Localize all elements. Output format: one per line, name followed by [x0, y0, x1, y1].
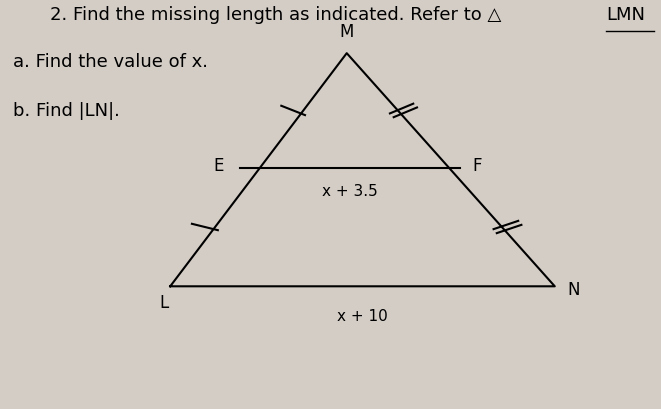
- Text: .: .: [654, 6, 661, 24]
- Text: x + 3.5: x + 3.5: [322, 184, 377, 199]
- Text: M: M: [340, 23, 354, 41]
- Text: N: N: [567, 281, 580, 299]
- Text: L: L: [159, 294, 169, 312]
- Text: 2. Find the missing length as indicated. Refer to △: 2. Find the missing length as indicated.…: [50, 6, 502, 24]
- Text: F: F: [473, 157, 483, 175]
- Text: x + 10: x + 10: [337, 309, 388, 324]
- Text: b. Find |LN|.: b. Find |LN|.: [13, 102, 120, 120]
- Text: a. Find the value of x.: a. Find the value of x.: [13, 53, 208, 71]
- Text: LMN: LMN: [606, 6, 645, 24]
- Text: E: E: [214, 157, 224, 175]
